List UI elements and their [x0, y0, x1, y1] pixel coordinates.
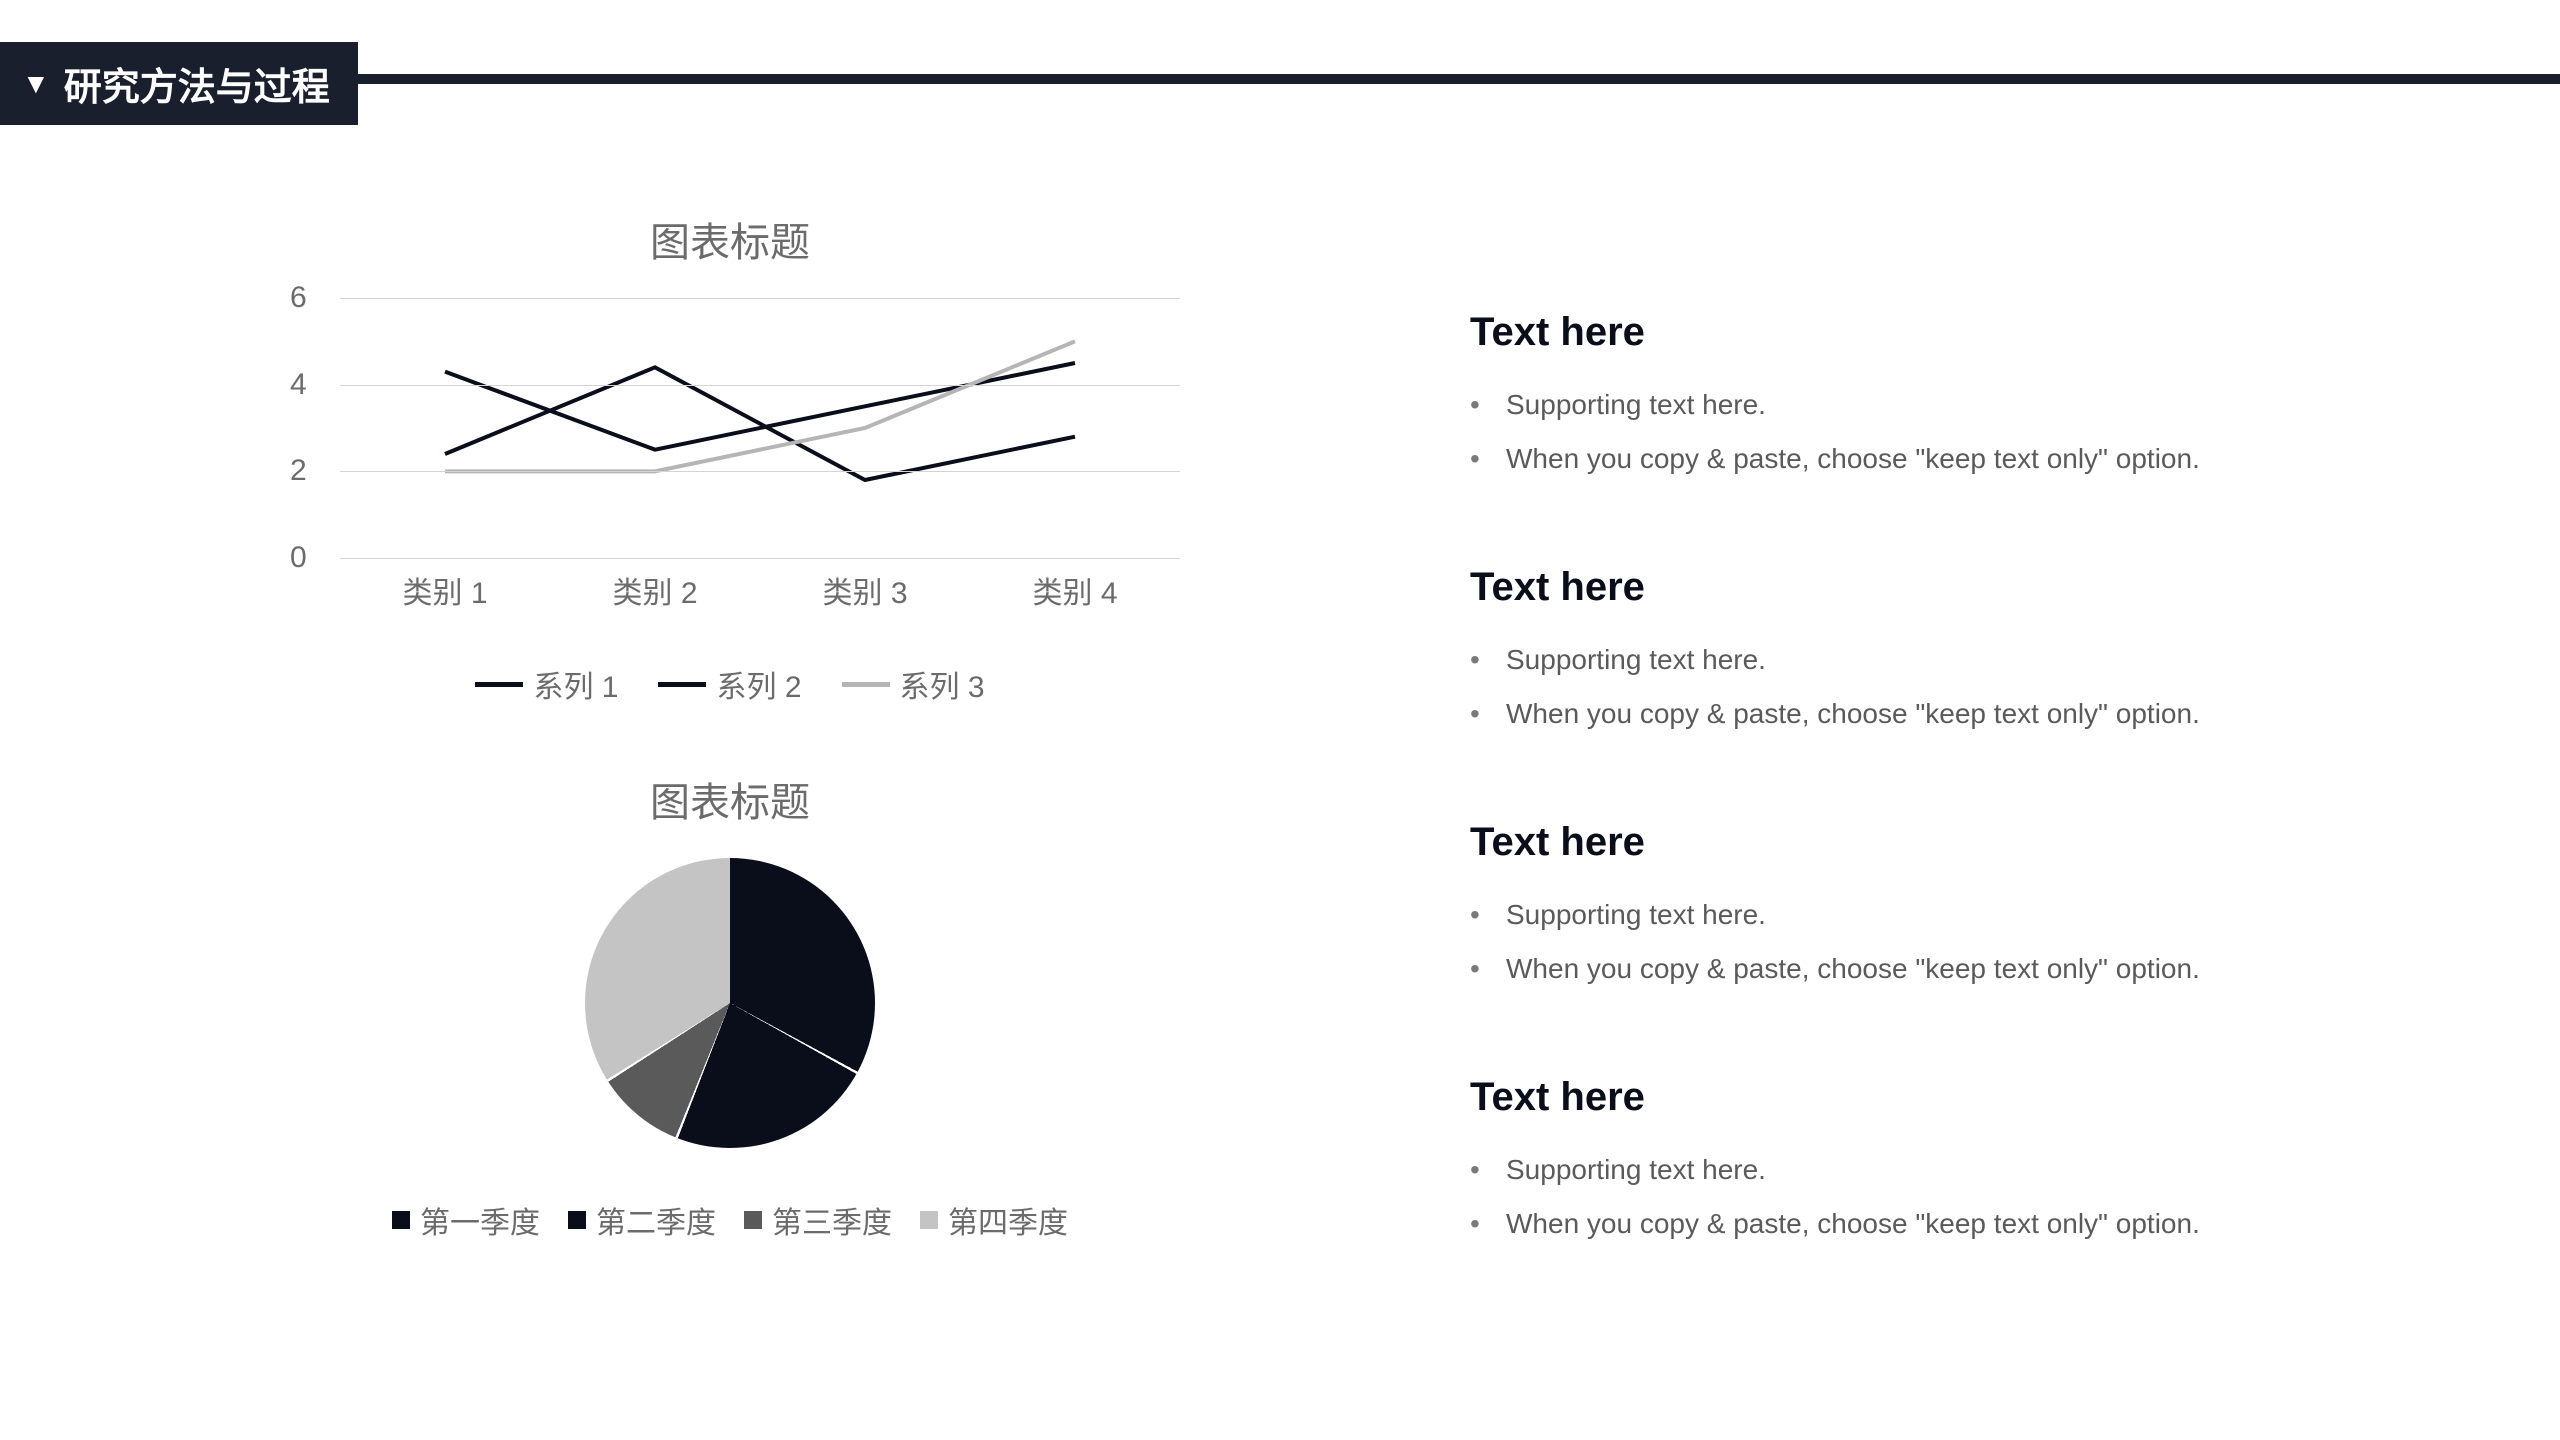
bullet-list: Supporting text here. When you copy & pas… [1470, 389, 2370, 475]
line-chart-title: 图表标题 [270, 210, 1190, 268]
legend-label: 系列 1 [533, 662, 618, 706]
header-divider [0, 74, 2560, 84]
text-block: Text here Supporting text here. When you c… [1470, 310, 2370, 475]
text-block-heading: Text here [1470, 310, 2370, 355]
bullet-item: When you copy & paste, choose "keep text… [1470, 953, 2370, 985]
pie-chart-title: 图表标题 [330, 770, 1130, 828]
legend-swatch [392, 1211, 410, 1229]
legend-label: 系列 2 [716, 662, 801, 706]
legend-label: 第四季度 [948, 1198, 1068, 1242]
pie-chart: 图表标题 第一季度 第二季度 第三季度 第四季度 [330, 770, 1130, 1242]
line-chart: 图表标题 0246 类别 1类别 2类别 3类别 4 系列 1系列 2系列 3 [270, 210, 1190, 706]
page-title: 研究方法与过程 [64, 56, 330, 111]
text-block-heading: Text here [1470, 565, 2370, 610]
bullet-list: Supporting text here. When you copy & pas… [1470, 1154, 2370, 1240]
legend-label: 第三季度 [772, 1198, 892, 1242]
bullet-item: When you copy & paste, choose "keep text… [1470, 1208, 2370, 1240]
header-badge: ▼ 研究方法与过程 [0, 42, 358, 125]
pie-chart-graphic [585, 858, 875, 1148]
text-block-heading: Text here [1470, 1075, 2370, 1120]
text-block-heading: Text here [1470, 820, 2370, 865]
legend-swatch [568, 1211, 586, 1229]
series-line [445, 363, 1075, 450]
text-block: Text here Supporting text here. When you c… [1470, 565, 2370, 730]
legend-label: 系列 3 [900, 662, 985, 706]
legend-swatch [658, 682, 706, 687]
legend-item: 第三季度 [744, 1198, 892, 1242]
grid-line [340, 385, 1180, 386]
bullet-list: Supporting text here. When you copy & pas… [1470, 899, 2370, 985]
legend-swatch [744, 1211, 762, 1229]
x-tick-label: 类别 1 [402, 568, 487, 612]
line-chart-plot: 0246 [340, 298, 1180, 558]
bullet-item: Supporting text here. [1470, 644, 2370, 676]
legend-item: 第一季度 [392, 1198, 540, 1242]
pie-chart-legend: 第一季度 第二季度 第三季度 第四季度 [330, 1198, 1130, 1242]
grid-line [340, 558, 1180, 559]
x-axis-labels: 类别 1 类别 2 类别 3 类别 4 [340, 568, 1180, 612]
bullet-item: When you copy & paste, choose "keep text… [1470, 698, 2370, 730]
bullet-item: Supporting text here. [1470, 389, 2370, 421]
line-chart-legend: 系列 1 系列 2 系列 3 [270, 662, 1190, 706]
line-chart-svg [340, 298, 1180, 558]
bullet-list: Supporting text here. When you copy & pas… [1470, 644, 2370, 730]
bullet-item: When you copy & paste, choose "keep text… [1470, 443, 2370, 475]
legend-swatch [475, 682, 523, 687]
y-tick-label: 6 [290, 281, 307, 315]
x-tick-label: 类别 2 [612, 568, 697, 612]
text-block: Text here Supporting text here. When you c… [1470, 1075, 2370, 1240]
legend-swatch [920, 1211, 938, 1229]
text-column: Text here Supporting text here. When you c… [1470, 310, 2370, 1330]
grid-line [340, 298, 1180, 299]
legend-item: 系列 3 [842, 662, 985, 706]
y-tick-label: 0 [290, 541, 307, 575]
legend-item: 系列 1 [475, 662, 618, 706]
x-tick-label: 类别 4 [1032, 568, 1117, 612]
legend-swatch [842, 682, 890, 687]
legend-item: 系列 2 [658, 662, 801, 706]
bullet-item: Supporting text here. [1470, 1154, 2370, 1186]
y-tick-label: 4 [290, 368, 307, 402]
triangle-down-icon: ▼ [22, 70, 50, 98]
grid-line [340, 471, 1180, 472]
legend-label: 第一季度 [420, 1198, 540, 1242]
pie-separators [585, 858, 875, 1148]
bullet-item: Supporting text here. [1470, 899, 2370, 931]
legend-item: 第二季度 [568, 1198, 716, 1242]
x-tick-label: 类别 3 [822, 568, 907, 612]
legend-item: 第四季度 [920, 1198, 1068, 1242]
text-block: Text here Supporting text here. When you c… [1470, 820, 2370, 985]
legend-label: 第二季度 [596, 1198, 716, 1242]
y-tick-label: 2 [290, 454, 307, 488]
